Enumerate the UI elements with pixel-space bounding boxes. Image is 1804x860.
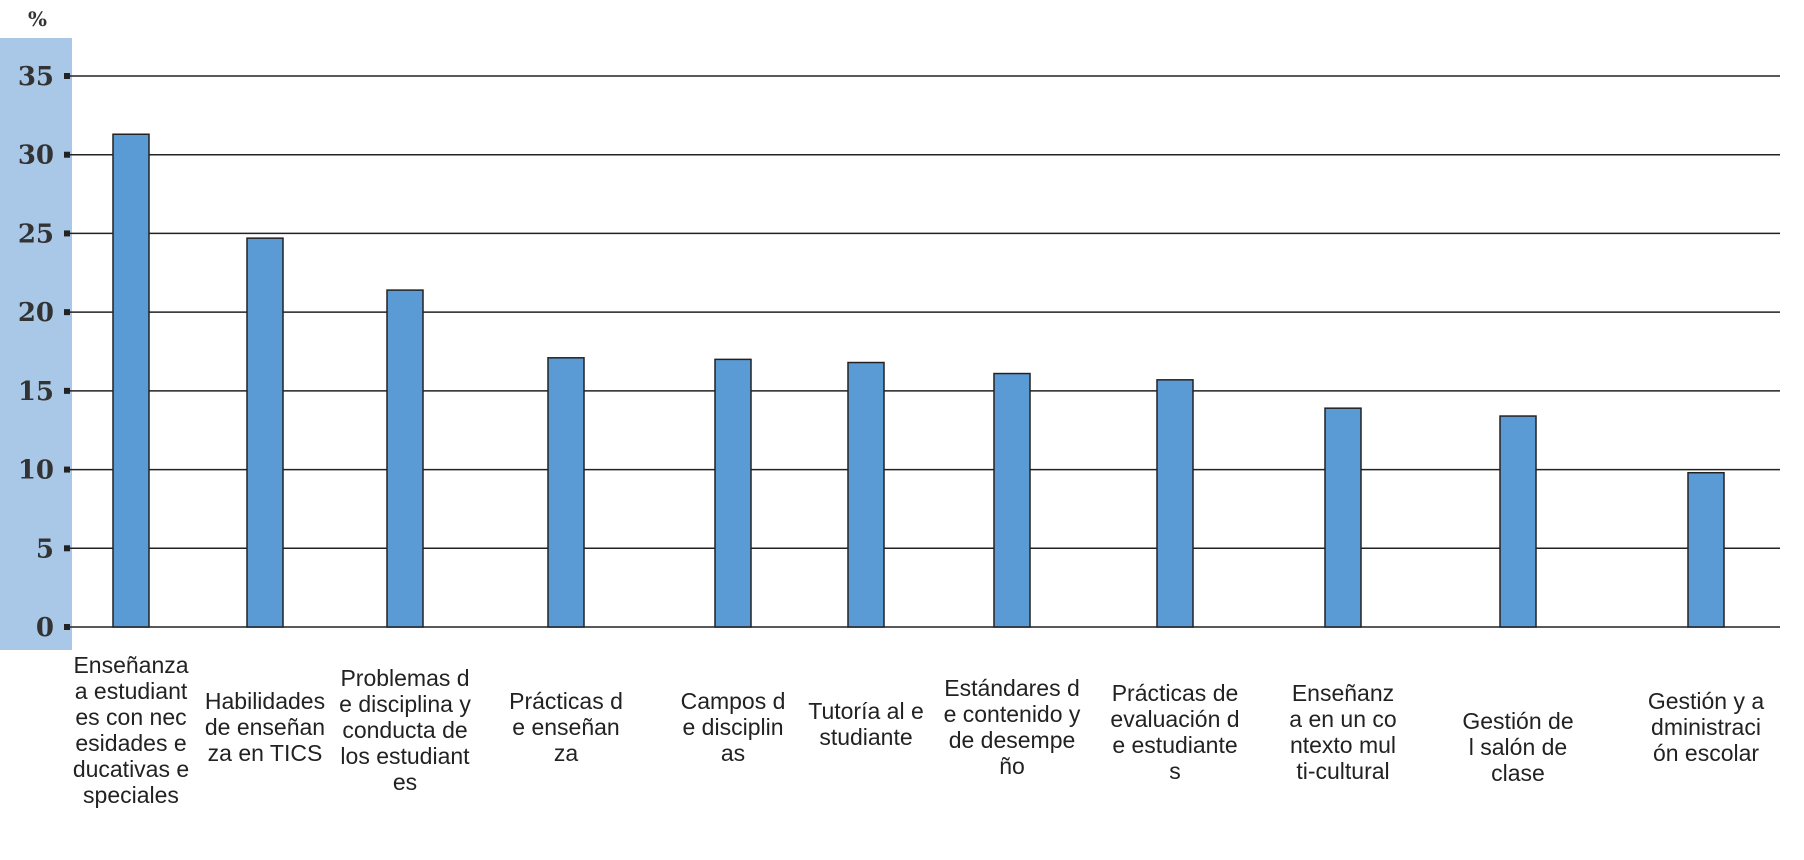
y-tick-label: 35: [18, 62, 54, 92]
y-tick-label: 30: [18, 141, 54, 171]
y-tick-mark: [64, 466, 70, 473]
x-category-label: Campos de disciplinas: [680, 688, 786, 766]
bar: [993, 372, 1031, 628]
x-category-label: Enseñanza a estudiantes con necesidades …: [72, 652, 190, 808]
y-axis-band: [0, 38, 72, 650]
x-category-label: Gestión y administración escolar: [1647, 688, 1765, 766]
bar: [547, 357, 585, 628]
y-tick-label: 10: [18, 456, 54, 486]
x-category-label: Estándares de contenido y de desempeño: [943, 675, 1081, 779]
y-axis-unit: %: [28, 7, 47, 31]
bar: [1156, 379, 1194, 628]
gridlines: [68, 75, 1780, 628]
y-tick-mark: [64, 151, 70, 158]
y-tick-mark: [64, 387, 70, 394]
y-tick-label: 25: [18, 219, 54, 249]
y-tick-mark: [64, 624, 70, 630]
x-category-label: Prácticas de evaluación de estudiantes: [1110, 680, 1240, 784]
bar: [1499, 415, 1537, 628]
bar: [1324, 407, 1362, 628]
bar: [714, 358, 752, 628]
x-category-label: Enseñanza en un contexto multi-cultural: [1289, 680, 1397, 784]
y-axis-ticks: 0 5 10 15 20 25 30 35: [18, 62, 70, 643]
y-tick-mark: [64, 309, 70, 316]
x-category-label: Gestión del salón de clase: [1462, 708, 1574, 786]
x-category-label: Prácticas de enseñanza: [509, 688, 623, 766]
y-tick-label: 20: [18, 298, 54, 328]
bar: [847, 361, 885, 628]
x-category-label: Tutoría al estudiante: [808, 698, 924, 750]
y-tick-label: 15: [18, 377, 54, 407]
bar: [1687, 471, 1725, 628]
x-category-label: Problemas de disciplina y conducta de lo…: [339, 665, 471, 795]
bar: [246, 237, 284, 628]
y-tick-mark: [64, 73, 70, 79]
bar: [112, 133, 150, 628]
y-tick-mark: [64, 230, 70, 237]
y-tick-label: 0: [36, 613, 54, 643]
bars: [112, 133, 1725, 628]
x-category-label: Habilidades de enseñanza en TICS: [204, 688, 326, 766]
y-tick-label: 5: [36, 534, 54, 564]
bar: [386, 289, 424, 628]
y-tick-mark: [64, 545, 70, 552]
